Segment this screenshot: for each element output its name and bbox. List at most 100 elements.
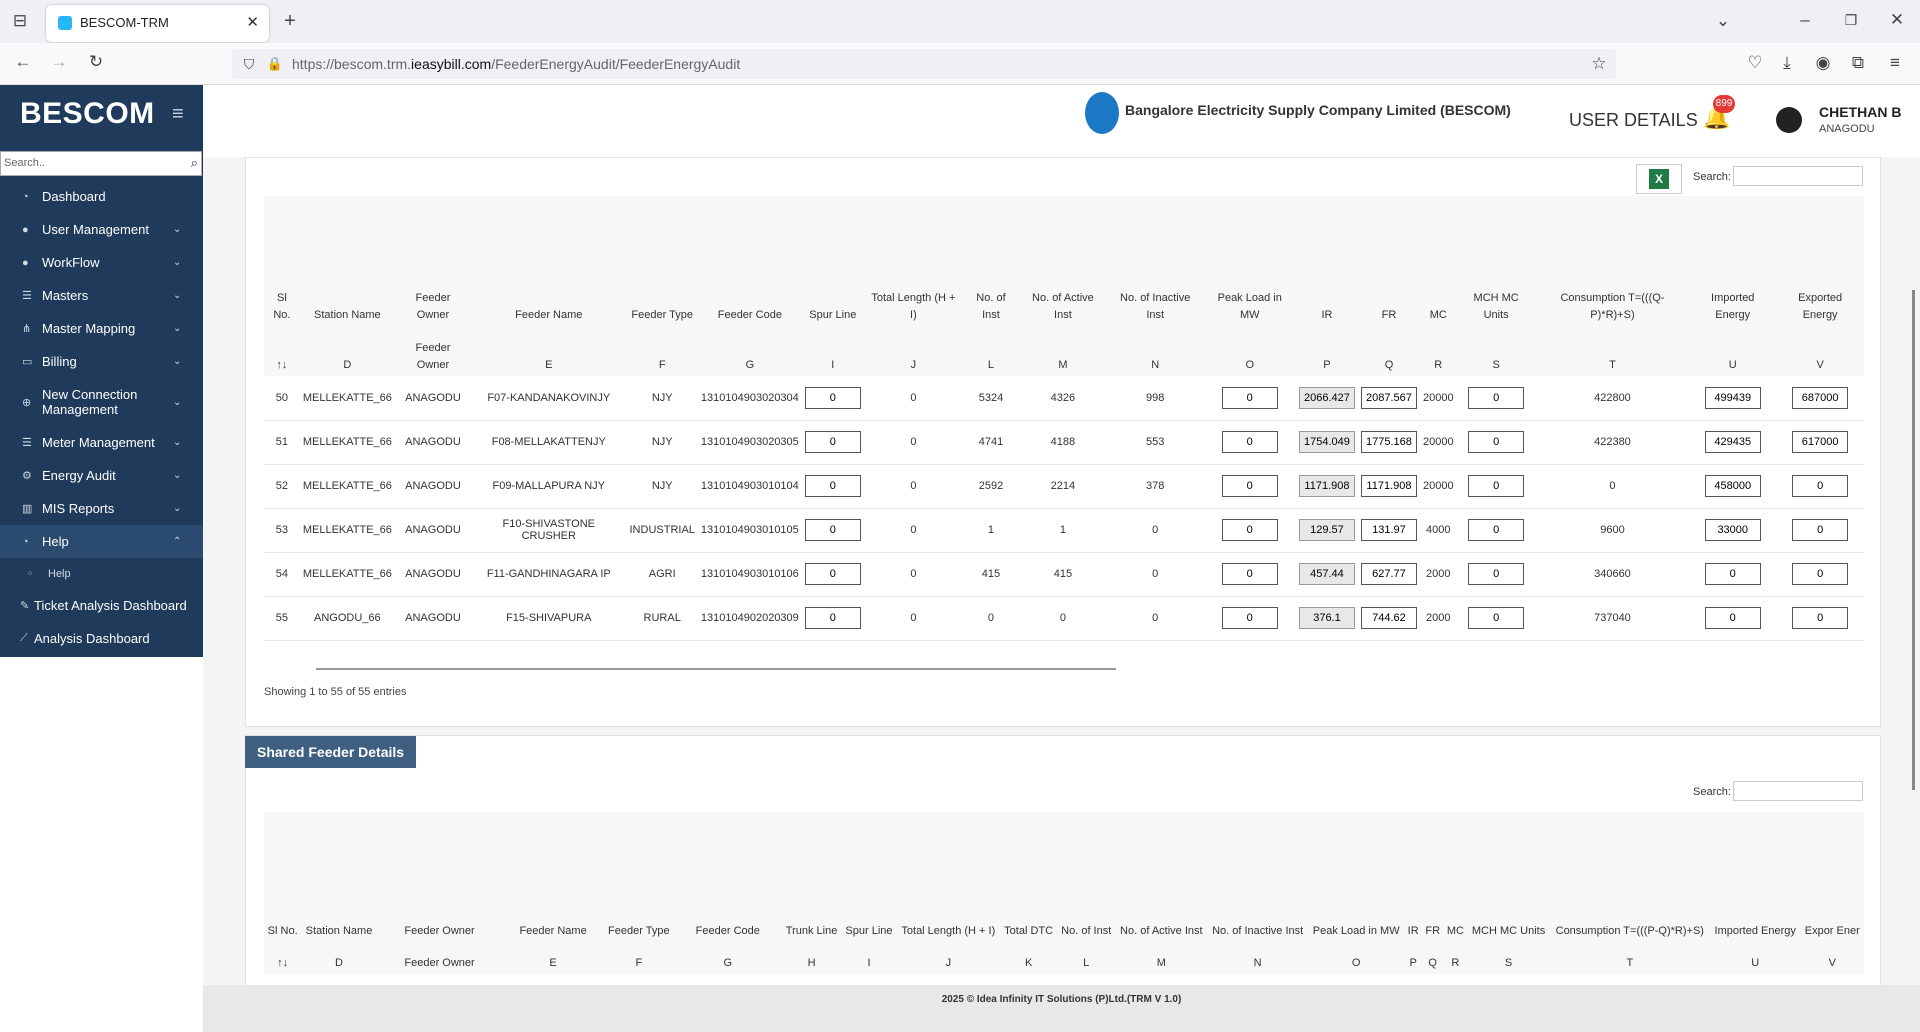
- sidebar-item-meter-management[interactable]: ☰ Meter Management ⌄: [0, 426, 203, 459]
- column-header[interactable]: MC: [1429, 309, 1447, 321]
- column-header[interactable]: No. of Inactive Inst: [1212, 925, 1304, 937]
- sidebar-item-new-connection[interactable]: ⊕ New Connection Management ⌄: [0, 378, 203, 426]
- column-header[interactable]: Exported Energy: [1798, 292, 1843, 321]
- column-header[interactable]: Station Name: [305, 925, 373, 937]
- column-header[interactable]: Feeder Name: [515, 309, 583, 321]
- cell-input[interactable]: [1704, 475, 1761, 497]
- column-header[interactable]: FR: [1425, 925, 1441, 937]
- column-header[interactable]: Feeder Code: [695, 925, 760, 937]
- cell-input[interactable]: [1468, 563, 1525, 585]
- cell-input[interactable]: [1360, 386, 1417, 409]
- cell-input[interactable]: [1221, 563, 1278, 585]
- horizontal-scrollbar[interactable]: [316, 668, 1116, 670]
- column-header[interactable]: Feeder Owner: [415, 292, 451, 321]
- sidebar-item-user-management[interactable]: ● User Management ⌄: [0, 213, 203, 246]
- download-icon[interactable]: ⤓: [1783, 53, 1791, 72]
- sidebar-item-analysis-dashboard[interactable]: ⟋ Analysis Dashboard: [0, 622, 203, 655]
- cell-input[interactable]: [804, 563, 861, 585]
- hamburger-icon[interactable]: ≡: [172, 103, 184, 125]
- cell-input[interactable]: [1468, 607, 1525, 629]
- column-header[interactable]: No. of Active Inst: [1120, 925, 1203, 937]
- sidebar-search-input[interactable]: Search.. ⌕: [0, 151, 202, 176]
- restore-icon[interactable]: ❐: [1844, 12, 1858, 28]
- column-header[interactable]: Trunk Line: [785, 925, 838, 937]
- close-tab-icon[interactable]: ✕: [246, 14, 259, 31]
- account-icon[interactable]: ◉: [1815, 53, 1831, 72]
- table-search-input[interactable]: [1733, 166, 1863, 186]
- avatar[interactable]: [1776, 107, 1802, 133]
- search-icon[interactable]: ⌕: [190, 155, 198, 170]
- excel-export-button[interactable]: X: [1636, 164, 1682, 194]
- column-header[interactable]: Consumption T=(((P-Q)*R)+S): [1555, 925, 1704, 937]
- sidebar-item-workflow[interactable]: ● WorkFlow ⌄: [0, 246, 203, 279]
- column-header[interactable]: MC: [1446, 925, 1464, 937]
- column-header[interactable]: Imported Energy: [1714, 925, 1796, 937]
- cell-input[interactable]: [1704, 519, 1761, 541]
- sidebar-item-dashboard[interactable]: ◔ Dashboard: [0, 180, 203, 213]
- cell-input[interactable]: [1704, 431, 1761, 453]
- extensions-icon[interactable]: ⧉: [1851, 53, 1865, 72]
- sidebar-item-mis-reports[interactable]: ▥ MIS Reports ⌄: [0, 492, 203, 525]
- column-header[interactable]: No. of Active Inst: [1032, 292, 1094, 321]
- pocket-icon[interactable]: ♡: [1747, 53, 1763, 72]
- column-header[interactable]: Spur Line: [845, 925, 893, 937]
- cell-input[interactable]: [1360, 475, 1417, 497]
- cell-input[interactable]: [1221, 607, 1278, 629]
- tab-overflow-icon[interactable]: ⌄: [1715, 11, 1731, 30]
- column-header[interactable]: No. of Inactive Inst: [1120, 292, 1191, 321]
- column-header[interactable]: Peak Load in MW: [1312, 925, 1400, 937]
- sidebar-item-masters[interactable]: ☰ Masters ⌄: [0, 279, 203, 312]
- cell-input[interactable]: [1792, 519, 1849, 541]
- column-header[interactable]: Sl No.: [273, 292, 291, 321]
- sidebar-item-ticket-analysis[interactable]: ✎ Ticket Analysis Dashboard: [0, 589, 203, 622]
- column-header[interactable]: Expor Ener: [1804, 925, 1860, 937]
- cell-input[interactable]: [1704, 386, 1761, 409]
- cell-input[interactable]: [1792, 563, 1849, 585]
- cell-input[interactable]: [804, 475, 861, 497]
- column-header[interactable]: Imported Energy: [1711, 292, 1755, 321]
- cell-input[interactable]: [1221, 475, 1278, 497]
- forward-icon[interactable]: →: [50, 52, 68, 71]
- user-details-dropdown[interactable]: USER DETAILS ⌄: [1569, 110, 1714, 131]
- column-header[interactable]: Feeder Code: [717, 309, 782, 321]
- cell-input[interactable]: [1468, 431, 1525, 453]
- tab-list-icon[interactable]: ⊟: [12, 11, 28, 30]
- cell-input[interactable]: [1360, 519, 1417, 541]
- address-bar[interactable]: ⛉ 🔒 https://bescom.trm.ieasybill.com/Fee…: [232, 49, 1616, 79]
- cell-input[interactable]: [1792, 607, 1849, 629]
- sidebar-item-energy-audit[interactable]: ⚙ Energy Audit ⌄: [0, 459, 203, 492]
- column-header[interactable]: No. of Inst: [1061, 925, 1112, 937]
- cell-input[interactable]: [804, 431, 861, 453]
- cell-input[interactable]: [1792, 475, 1849, 497]
- page-scrollbar[interactable]: [1912, 290, 1915, 790]
- browser-tab[interactable]: BESCOM-TRM ✕: [46, 5, 269, 42]
- bookmark-star-icon[interactable]: ☆: [1591, 54, 1607, 73]
- column-header[interactable]: IR: [1407, 925, 1419, 937]
- cell-input[interactable]: [1468, 386, 1525, 409]
- cell-input[interactable]: [804, 386, 861, 409]
- cell-input[interactable]: [1221, 386, 1278, 409]
- sidebar-subitem-help[interactable]: ○ Help: [0, 558, 203, 589]
- column-header[interactable]: Total Length (H + I): [901, 925, 996, 937]
- cell-input[interactable]: [1221, 519, 1278, 541]
- cell-input[interactable]: [1792, 431, 1849, 453]
- column-header[interactable]: MCH MC Units: [1471, 925, 1546, 937]
- column-header[interactable]: Spur Line: [809, 309, 857, 321]
- window-close-icon[interactable]: ✕: [1889, 10, 1905, 29]
- column-header[interactable]: MCH MC Units: [1473, 292, 1519, 321]
- cell-input[interactable]: [1704, 607, 1761, 629]
- cell-input[interactable]: [1468, 519, 1525, 541]
- sidebar-item-master-mapping[interactable]: ⋔ Master Mapping ⌄: [0, 312, 203, 345]
- column-header[interactable]: Station Name: [314, 309, 381, 321]
- column-header[interactable]: FR: [1381, 309, 1397, 321]
- column-header[interactable]: Feeder Type: [608, 925, 670, 937]
- sidebar-item-help[interactable]: ◔ Help ⌃: [0, 525, 203, 558]
- column-header[interactable]: Total Length (H + I): [871, 292, 956, 321]
- new-tab-icon[interactable]: +: [284, 10, 296, 32]
- column-header[interactable]: Consumption T=(((Q-P)*R)+S): [1560, 292, 1665, 321]
- reload-icon[interactable]: ↻: [88, 52, 104, 71]
- cell-input[interactable]: [804, 519, 861, 541]
- cell-input[interactable]: [1704, 563, 1761, 585]
- column-header[interactable]: Total DTC: [1004, 925, 1054, 937]
- sidebar-item-billing[interactable]: ▭ Billing ⌄: [0, 345, 203, 378]
